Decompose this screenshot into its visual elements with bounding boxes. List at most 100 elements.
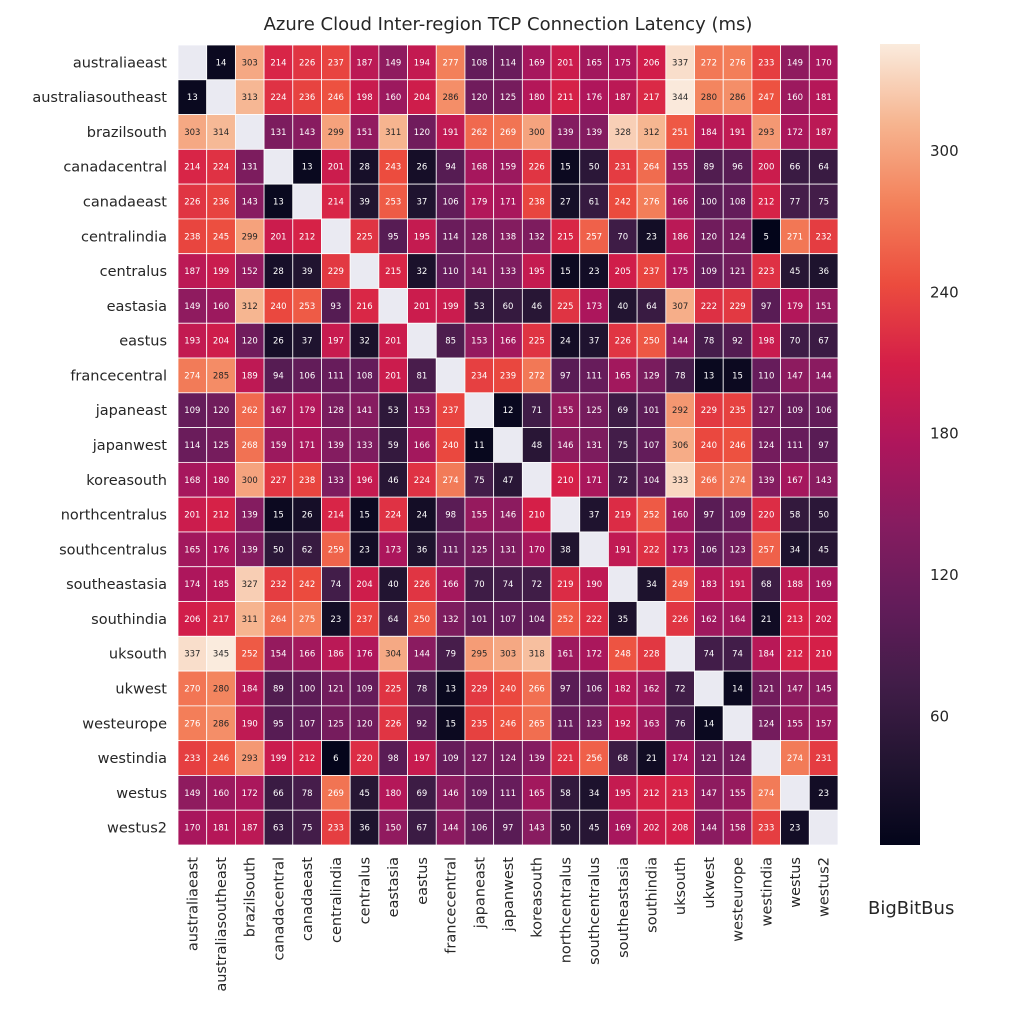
- heatmap-cell: [321, 183, 351, 220]
- heatmap-cell: [550, 44, 581, 81]
- heatmap-cell: [234, 531, 265, 568]
- heatmap-cell: [263, 218, 294, 255]
- heatmap-cell: [464, 392, 495, 429]
- heatmap-cell: [608, 183, 638, 220]
- cell-value-label: 304: [385, 650, 401, 660]
- cell-value-label: 275: [299, 615, 315, 625]
- cell-value-label: 21: [646, 754, 657, 764]
- cell-value-label: 127: [471, 754, 487, 764]
- cell-value-label: 246: [328, 93, 344, 103]
- cell-value-label: 253: [299, 302, 315, 312]
- cell-value-label: 13: [445, 684, 456, 694]
- heatmap-cell: [751, 531, 782, 568]
- y-tick-label: westindia: [98, 751, 167, 767]
- cell-value-label: 66: [790, 163, 801, 173]
- cell-value-label: 138: [500, 232, 516, 242]
- heatmap-cell: [665, 670, 695, 707]
- colorbar-tick-label: 180: [930, 425, 959, 443]
- cell-value-label: 61: [589, 198, 600, 208]
- cell-value-label: 37: [416, 198, 427, 208]
- cell-value-label: 201: [328, 163, 344, 173]
- cell-value-label: 262: [242, 406, 258, 416]
- cell-value-label: 143: [529, 824, 545, 834]
- cell-value-label: 92: [732, 337, 743, 347]
- heatmap-cell: [435, 461, 466, 498]
- cell-value-label: 216: [356, 302, 372, 312]
- heatmap-cell: [349, 461, 380, 498]
- y-tick-label: canadaeast: [83, 195, 167, 211]
- heatmap-cell: [808, 392, 839, 429]
- heatmap-cell: [177, 461, 208, 498]
- heatmap-cell: [349, 601, 380, 637]
- heatmap-cell: [407, 496, 437, 533]
- heatmap-cell: [407, 44, 437, 81]
- cell-value-label: 97: [560, 684, 571, 694]
- heatmap-cell: [206, 253, 236, 289]
- heatmap-cell: [464, 322, 495, 359]
- cell-value-label: 210: [557, 476, 573, 486]
- cell-value-label: 133: [328, 476, 344, 486]
- cell-value-label: 97: [560, 371, 571, 381]
- cell-value-label: 285: [213, 371, 229, 381]
- cell-value-label: 124: [729, 232, 745, 242]
- cell-value-label: 313: [242, 93, 258, 103]
- cell-value-label: 108: [356, 371, 372, 381]
- cell-value-label: 62: [302, 545, 313, 555]
- heatmap-cell: [321, 392, 351, 429]
- cell-value-label: 14: [703, 719, 714, 729]
- cell-value-label: 229: [328, 267, 344, 277]
- cell-value-label: 226: [385, 719, 401, 729]
- cell-value-label: 64: [388, 615, 399, 625]
- cell-value-label: 75: [818, 198, 829, 208]
- x-tick-label: australiaeast: [185, 857, 201, 951]
- cell-value-label: 23: [359, 545, 370, 555]
- cell-value-label: 146: [500, 511, 516, 521]
- cell-value-label: 75: [474, 476, 485, 486]
- heatmap-cell: [493, 566, 523, 602]
- cell-value-label: 266: [701, 476, 717, 486]
- cell-value-label: 74: [503, 580, 514, 590]
- cell-value-label: 333: [672, 476, 688, 486]
- cell-value-label: 92: [416, 719, 427, 729]
- heatmap-cell: [378, 183, 408, 220]
- cell-value-label: 96: [732, 163, 743, 173]
- heatmap-cell: [665, 775, 695, 811]
- heatmap-cell: [722, 601, 753, 637]
- y-tick-label: australiaeast: [73, 55, 167, 71]
- heatmap-cell: [665, 218, 695, 255]
- cell-value-label: 240: [701, 441, 717, 451]
- heatmap-cell: [722, 635, 753, 672]
- heatmap-cell: [349, 288, 380, 324]
- cell-value-label: 172: [586, 650, 602, 660]
- x-tick-label: westeurope: [731, 857, 747, 942]
- cell-value-label: 109: [184, 406, 200, 416]
- cell-value-label: 146: [442, 789, 458, 799]
- cell-value-label: 238: [299, 476, 315, 486]
- cell-value-label: 95: [273, 719, 284, 729]
- cell-value-label: 173: [385, 545, 401, 555]
- cell-value-label: 39: [302, 267, 313, 277]
- x-axis-tick-labels: australiaeast australiasoutheast brazilsou…: [185, 857, 832, 992]
- cell-value-label: 94: [273, 371, 284, 381]
- cell-value-label: 233: [328, 824, 344, 834]
- cell-value-label: 257: [758, 545, 774, 555]
- cell-value-label: 165: [586, 58, 602, 68]
- cell-value-label: 21: [761, 615, 772, 625]
- cell-value-label: 124: [729, 754, 745, 764]
- cell-value-label: 169: [615, 824, 631, 834]
- cell-value-label: 197: [328, 337, 344, 347]
- cell-value-label: 224: [414, 476, 430, 486]
- heatmap-cell: [206, 635, 236, 672]
- heatmap-cell: [608, 809, 638, 846]
- cell-value-label: 131: [242, 163, 258, 173]
- y-tick-label: australiasoutheast: [32, 90, 167, 106]
- cell-value-label: 36: [818, 267, 829, 277]
- y-tick-label: northcentralus: [61, 508, 167, 524]
- heatmap-cell: [349, 809, 380, 846]
- cell-value-label: 312: [242, 302, 258, 312]
- y-tick-label: westus2: [107, 821, 167, 837]
- cell-value-label: 69: [617, 406, 628, 416]
- heatmap-cell: [292, 635, 322, 672]
- heatmap-cell: [435, 114, 466, 150]
